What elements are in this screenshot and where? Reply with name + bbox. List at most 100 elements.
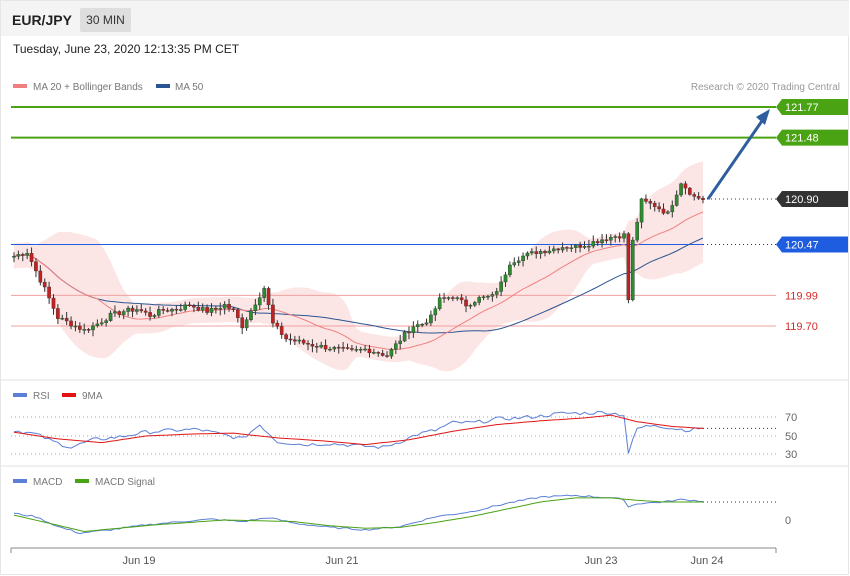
bullish-candle-body xyxy=(332,346,337,350)
candle xyxy=(521,252,525,267)
bullish-candle-body xyxy=(262,288,266,298)
candle xyxy=(363,344,367,352)
macd-signal-legend-swatch xyxy=(75,479,89,483)
bullish-candle-body xyxy=(468,305,473,307)
bearish-candle-body xyxy=(315,346,319,348)
target-price-tag: 121.48 xyxy=(776,129,848,146)
bearish-candle-body xyxy=(380,353,385,356)
candle xyxy=(468,303,473,310)
bearish-candle-body xyxy=(644,198,648,202)
rsi-line xyxy=(13,410,704,454)
candle xyxy=(617,232,622,243)
timeframe-button[interactable]: 30 MIN xyxy=(80,8,131,32)
bearish-candle-body xyxy=(227,304,231,309)
bearish-candle-body xyxy=(341,347,345,349)
candle xyxy=(121,309,126,320)
macd-legend-label: MACD xyxy=(33,477,62,488)
bearish-candle-body xyxy=(165,310,170,312)
bullish-candle-body xyxy=(183,304,187,310)
bullish-candle-body xyxy=(411,326,416,334)
bearish-candle-body xyxy=(345,347,350,349)
candle xyxy=(209,303,214,317)
candle xyxy=(692,192,697,201)
bearish-candle-body xyxy=(69,320,73,327)
bearish-candle-body xyxy=(336,346,341,349)
candle xyxy=(551,245,556,254)
candle xyxy=(652,200,657,212)
bullish-candle-body xyxy=(639,198,644,223)
price-tag-box xyxy=(776,236,848,253)
candle xyxy=(350,344,354,352)
candle xyxy=(152,313,157,319)
bullish-candle-body xyxy=(73,325,78,328)
bearish-candle-body xyxy=(696,196,701,199)
candle xyxy=(442,292,446,303)
candle xyxy=(398,334,402,350)
bearish-candle-body xyxy=(29,253,34,262)
price-tag-label: 120.47 xyxy=(785,240,819,252)
candle xyxy=(512,257,517,268)
rsi-label-70: 70 xyxy=(785,412,797,424)
candle xyxy=(630,237,635,302)
bearish-candle-body xyxy=(293,339,297,342)
bullish-candle-body xyxy=(516,260,521,263)
x-axis: Jun 19 Jun 21 Jun 23 Jun 24 xyxy=(10,547,777,567)
candle xyxy=(12,252,16,263)
candle xyxy=(78,322,82,333)
bearish-candle-body xyxy=(187,304,192,307)
timestamp: Tuesday, June 23, 2020 12:13:35 PM CET xyxy=(13,42,240,56)
bullish-candle-body xyxy=(91,325,95,331)
bearish-candle-body xyxy=(459,297,464,301)
candle xyxy=(148,306,152,321)
candle xyxy=(143,308,148,316)
bearish-candle-body xyxy=(310,344,315,347)
support-level-label: 119.70 xyxy=(785,321,818,333)
price-tag-box xyxy=(776,129,848,146)
candle xyxy=(222,301,227,315)
bullish-candle-body xyxy=(297,339,302,342)
bearish-candle-body xyxy=(117,311,122,315)
candle xyxy=(446,296,451,301)
bearish-candle-body xyxy=(350,348,354,350)
bearish-candle-body xyxy=(657,206,661,210)
bearish-candle-body xyxy=(240,317,245,329)
candle xyxy=(157,305,161,318)
candle xyxy=(613,234,618,243)
candle xyxy=(187,301,192,307)
bearish-candle-body xyxy=(266,288,271,306)
candle xyxy=(635,218,639,243)
bullish-candle-body xyxy=(402,331,407,342)
candle xyxy=(486,294,490,300)
candle xyxy=(534,246,539,259)
bullish-candle-body xyxy=(25,253,29,256)
bearish-candle-body xyxy=(306,342,310,345)
candle xyxy=(472,300,477,308)
candle xyxy=(130,305,135,318)
bearish-candle-body xyxy=(323,344,328,350)
candle xyxy=(411,321,416,338)
rsi-layer: 70 50 30 xyxy=(11,410,797,461)
macd-layer: 0 xyxy=(13,494,791,535)
candle xyxy=(336,344,341,354)
bullish-candle-body xyxy=(560,247,565,251)
bearish-candle-body xyxy=(64,317,69,322)
bullish-candle-body xyxy=(630,239,635,301)
bullish-candle-body xyxy=(600,239,604,244)
bearish-candle-body xyxy=(407,331,411,334)
bearish-candle-body xyxy=(543,251,547,254)
candle xyxy=(218,302,223,316)
bullish-candle-body xyxy=(257,297,262,306)
candle xyxy=(639,197,644,229)
bullish-candle-body xyxy=(104,320,108,323)
bullish-candle-body xyxy=(521,255,525,262)
candle xyxy=(82,323,87,335)
bullish-candle-body xyxy=(372,352,376,354)
candles-layer xyxy=(12,181,705,359)
bearish-candle-body xyxy=(688,187,692,195)
bearish-candle-body xyxy=(279,326,284,335)
candle xyxy=(73,320,78,332)
candle xyxy=(560,242,565,253)
bearish-candle-body xyxy=(196,307,201,311)
candle xyxy=(582,241,587,250)
candle xyxy=(451,295,455,302)
